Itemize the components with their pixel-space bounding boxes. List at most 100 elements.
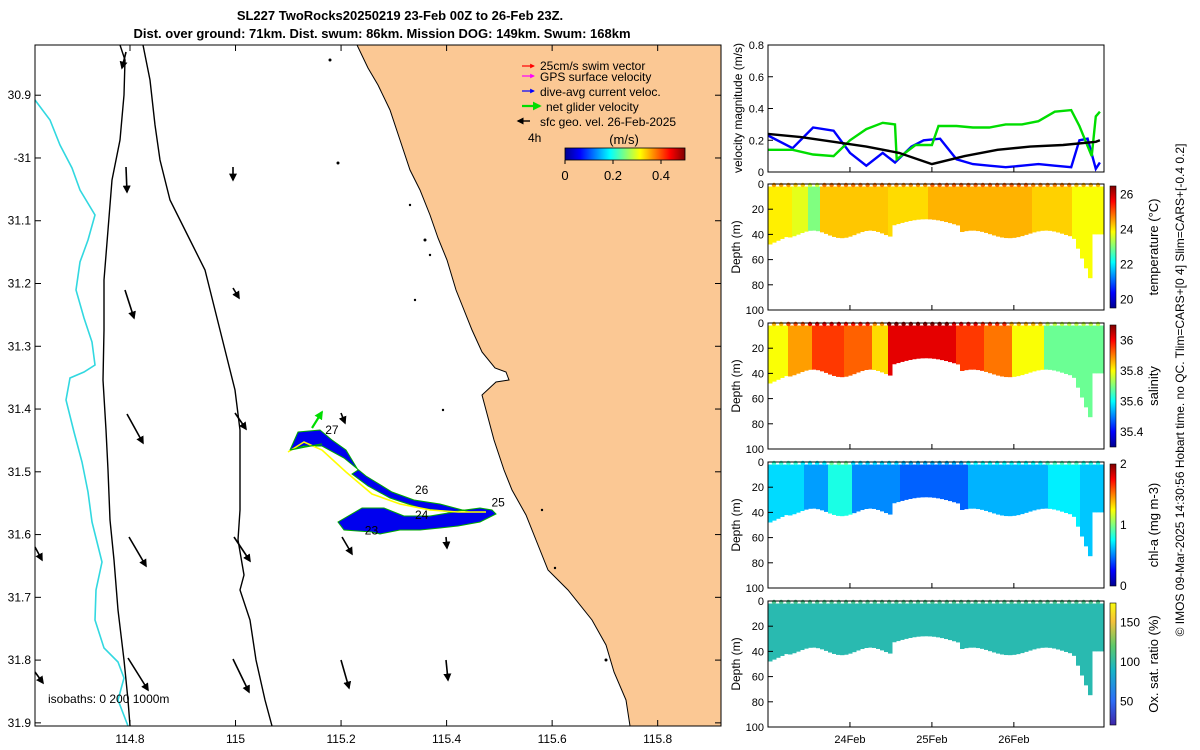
profile-cell bbox=[788, 464, 793, 516]
profile-cell bbox=[1008, 464, 1013, 517]
surface-dot bbox=[1009, 460, 1014, 466]
surface-dot bbox=[807, 460, 813, 466]
profile-cell bbox=[964, 186, 969, 232]
surface-dot bbox=[858, 599, 863, 605]
profile-cell bbox=[992, 325, 997, 375]
profile-cell bbox=[844, 186, 849, 238]
surface-dot bbox=[951, 460, 957, 466]
surface-dot bbox=[951, 321, 957, 327]
profile-cell bbox=[872, 186, 877, 231]
surface-dot bbox=[879, 599, 885, 605]
velocity-frame bbox=[767, 44, 1105, 173]
surface-dot bbox=[894, 599, 899, 605]
speed-cb-tick-label: 0.2 bbox=[604, 168, 622, 183]
profile-cell bbox=[916, 464, 921, 498]
profile-cell bbox=[888, 464, 893, 515]
geo-arrow bbox=[232, 287, 240, 300]
profile-cell bbox=[868, 464, 873, 509]
surface-dot bbox=[1038, 599, 1043, 605]
geo-arrow bbox=[340, 659, 352, 690]
profile-cell bbox=[772, 325, 777, 382]
surface-dot bbox=[779, 321, 784, 327]
profile-cell bbox=[884, 603, 889, 653]
surface-dot bbox=[1081, 599, 1086, 605]
profile-cell bbox=[976, 603, 981, 649]
surface-dot bbox=[1081, 460, 1086, 466]
profile-cell bbox=[948, 186, 953, 224]
profile-cell bbox=[996, 186, 1001, 237]
surface-dot bbox=[923, 460, 928, 466]
legend-label-gps: GPS surface velocity bbox=[540, 70, 651, 84]
surface-dot bbox=[800, 182, 805, 188]
surface-dot bbox=[1067, 182, 1072, 188]
profile-cell bbox=[772, 603, 777, 660]
map-x-tick-label: 114.8 bbox=[115, 732, 144, 746]
profile-frame bbox=[767, 183, 1105, 311]
depth-ylabel: Depth (m) bbox=[729, 637, 743, 690]
profile-cell bbox=[788, 186, 793, 238]
surface-dot bbox=[858, 460, 863, 466]
profile-cell bbox=[840, 464, 845, 517]
profile-cell bbox=[1076, 325, 1081, 388]
surface-dot bbox=[959, 321, 964, 327]
profile-cell bbox=[964, 325, 969, 371]
footer-note: © IMOS 09-Mar-2025 14:30:56 Hobart time.… bbox=[1173, 144, 1187, 637]
map-y-tick-label: 31.4 bbox=[8, 402, 32, 416]
profile-cell bbox=[768, 186, 773, 245]
profile-cell bbox=[920, 186, 925, 220]
legend-entry-dive-avg: dive-avg current veloc. bbox=[522, 85, 661, 99]
profile-cell bbox=[1064, 325, 1069, 374]
profile-cell bbox=[1028, 325, 1033, 373]
map-y-tick-label: 31.5 bbox=[8, 465, 32, 479]
profile-cell bbox=[888, 603, 893, 654]
profile-cell bbox=[1016, 325, 1021, 377]
profile-cell bbox=[904, 464, 909, 500]
colorbar-tick-label: 0 bbox=[1120, 579, 1127, 593]
depth-tick-label: 0 bbox=[758, 318, 764, 330]
surface-dot bbox=[822, 599, 827, 605]
surface-dot bbox=[865, 599, 870, 605]
surface-dot bbox=[1052, 460, 1058, 466]
profile-cell bbox=[912, 464, 917, 499]
profile-cell bbox=[1004, 186, 1009, 239]
profile-cell bbox=[784, 325, 789, 377]
profile-cell bbox=[996, 603, 1001, 654]
surface-dot bbox=[973, 460, 978, 466]
velocity-panel: 0 0.2 0.4 0.6 0.8 velocity magnitude (m/s) bbox=[731, 40, 1105, 179]
profile-cell bbox=[1044, 325, 1049, 370]
geo-arrow bbox=[234, 412, 247, 431]
surface-dot bbox=[1095, 460, 1101, 466]
profile-cell bbox=[976, 325, 981, 371]
surface-dot bbox=[815, 182, 820, 188]
profile-cell bbox=[1044, 464, 1049, 509]
profile-cell bbox=[884, 325, 889, 375]
legend-entry-geo: sfc geo. vel. 26-Feb-2025 bbox=[516, 115, 676, 129]
map-y-tick-label: -31 bbox=[14, 151, 32, 165]
day-label: 26 bbox=[415, 483, 429, 497]
profile-cell bbox=[772, 464, 777, 521]
depth-tick-label: 100 bbox=[746, 722, 764, 734]
profile-cell bbox=[816, 464, 821, 510]
profile-cell bbox=[928, 325, 933, 359]
profile-cell bbox=[1060, 186, 1065, 234]
surface-dot bbox=[1052, 321, 1058, 327]
surface-dot bbox=[829, 182, 834, 188]
map-y-tick-label: 31.8 bbox=[8, 653, 32, 667]
time-tick-label: 24Feb bbox=[834, 734, 865, 746]
surface-dot bbox=[1031, 182, 1036, 188]
profile-cell bbox=[1040, 603, 1045, 648]
profile-cell bbox=[1012, 464, 1017, 516]
profile-panel-temperature: 0 20 40 60 80 100 Depth (m) 20 22 24 26 temperature… bbox=[729, 179, 1161, 317]
surface-dot bbox=[836, 321, 841, 327]
surface-dot bbox=[779, 599, 784, 605]
profile-cell bbox=[1044, 603, 1049, 648]
depth-ylabel: Depth (m) bbox=[729, 220, 743, 273]
profile-cell bbox=[1044, 186, 1049, 231]
velocity-y-tick-label: 0.4 bbox=[749, 104, 764, 116]
velocity-y-tick-label: 0.2 bbox=[749, 135, 764, 147]
profile-cell bbox=[968, 603, 973, 648]
profile-cell bbox=[808, 325, 813, 370]
profile-cell bbox=[824, 464, 829, 512]
surface-dot bbox=[1045, 599, 1050, 605]
profile-cell bbox=[1080, 325, 1085, 398]
